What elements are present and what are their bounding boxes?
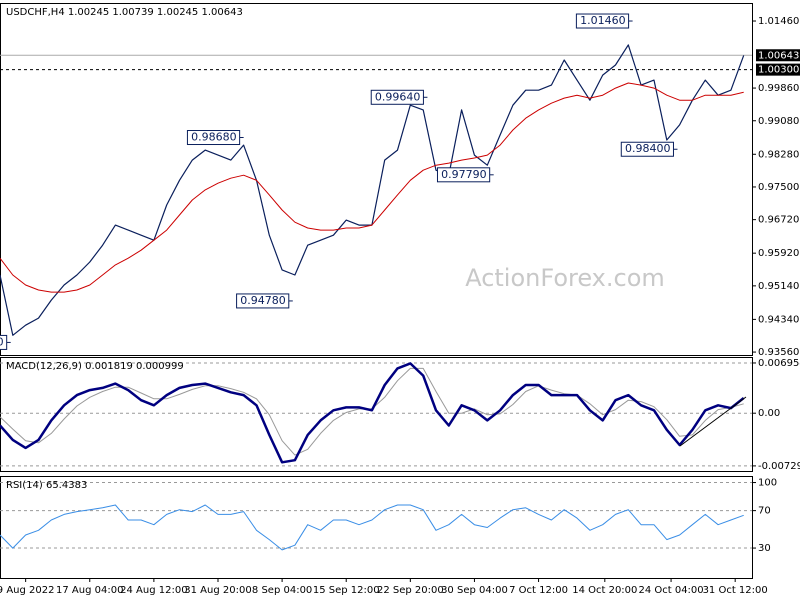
annotation-box: [370, 89, 424, 105]
x-tick-label: 14 Oct 20:00: [572, 585, 637, 596]
series-line: [0, 362, 745, 464]
y-tick-label: 70: [758, 506, 771, 517]
panel-frame: [0, 3, 753, 356]
annotation-label: 0.98680: [191, 131, 237, 144]
x-tick-label: 24 Oct 04:00: [638, 585, 703, 596]
x-tick-label: 24 Aug 12:00: [120, 585, 187, 596]
y-tick-label: 1.01460: [758, 16, 799, 27]
annotation-label: 1.01460: [580, 14, 626, 27]
series-line: [0, 82, 744, 293]
annotation-box: [436, 167, 491, 183]
watermark: ActionForex.com: [465, 264, 665, 292]
annotation-label: 0.99640: [375, 90, 421, 103]
annotation-label: 90: [0, 335, 4, 348]
y-tick-label: 30: [758, 543, 771, 554]
annotation-box: [186, 130, 241, 146]
current_price-box: [756, 49, 800, 62]
y-tick-label: 0.98280: [758, 149, 799, 160]
y-tick-label: 0.97500: [758, 182, 799, 193]
y-tick-label: 0.96720: [758, 215, 799, 226]
y-tick-label: -0.007294: [758, 461, 800, 472]
trendline: [679, 396, 747, 447]
panel-frame: [0, 357, 753, 472]
panel-title: USDCHF,H4 1.00245 1.00739 1.00245 1.0064…: [6, 7, 243, 18]
x-tick-label: 7 Oct 12:00: [509, 585, 568, 596]
annotation-label: 0.98400: [625, 142, 671, 155]
x-tick-label: 15 Sep 12:00: [313, 585, 380, 596]
x-tick-label: 31 Aug 20:00: [184, 585, 251, 596]
level-box: [756, 63, 800, 76]
y-tick-label: 0.99080: [758, 116, 799, 127]
y-tick-label: 0.006954: [758, 358, 800, 369]
annotation-box: [236, 293, 290, 309]
x-tick-label: 8 Sep 04:00: [252, 585, 312, 596]
annotation-box: [620, 141, 674, 157]
y-tick-label: 0.95920: [758, 248, 799, 259]
x-tick-label: 22 Sep 20:00: [377, 585, 444, 596]
y-tick-label: 100: [758, 478, 777, 489]
annotation-label: 0.97790: [441, 168, 487, 181]
y-tick-label: 0.95140: [758, 281, 799, 292]
y-tick-label: 0.00: [758, 408, 780, 419]
x-tick-label: 30 Sep 04:00: [441, 585, 508, 596]
y-tick-label: 0.99860: [758, 83, 799, 94]
panel-frame: [0, 476, 753, 579]
annotation-box: [575, 13, 630, 29]
annotation-box: [0, 334, 8, 350]
y-tick-label: 0.94340: [758, 314, 799, 325]
y-tick-label: 0.93560: [758, 347, 799, 358]
current_price-label: 1.00643: [758, 50, 799, 61]
panel-title: RSI(14) 65.4383: [6, 480, 87, 491]
x-tick-label: 9 Aug 2022: [0, 585, 54, 596]
series-line: [0, 504, 744, 551]
x-tick-label: 17 Aug 04:00: [56, 585, 123, 596]
annotation-label: 0.94780: [240, 294, 286, 307]
level-label: 1.00300: [758, 65, 799, 76]
x-tick-label: 31 Oct 12:00: [703, 585, 768, 596]
panel-title: MACD(12,26,9) 0.001819 0.000999: [6, 361, 184, 372]
